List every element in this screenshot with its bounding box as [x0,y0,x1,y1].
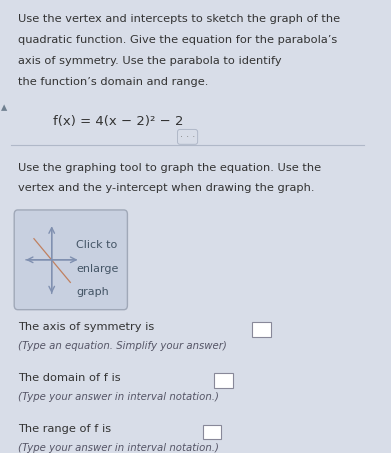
Text: (Type your answer in interval notation.): (Type your answer in interval notation.) [18,443,219,453]
Text: graph: graph [76,288,109,298]
FancyBboxPatch shape [252,322,271,337]
Text: The range of f is: The range of f is [18,424,115,434]
Text: f(x) = 4(x − 2)² − 2: f(x) = 4(x − 2)² − 2 [53,115,184,128]
Text: axis of symmetry. Use the parabola to identify: axis of symmetry. Use the parabola to id… [18,56,282,66]
Text: The axis of symmetry is: The axis of symmetry is [18,322,158,332]
Text: Use the vertex and intercepts to sketch the graph of the: Use the vertex and intercepts to sketch … [18,14,340,24]
Text: quadratic function. Give the equation for the parabola’s: quadratic function. Give the equation fo… [18,35,337,45]
Text: ▴: ▴ [1,101,7,114]
Text: the function’s domain and range.: the function’s domain and range. [18,77,208,87]
FancyBboxPatch shape [203,424,221,439]
FancyBboxPatch shape [14,210,127,310]
Text: enlarge: enlarge [76,264,118,274]
Text: (Type an equation. Simplify your answer): (Type an equation. Simplify your answer) [18,341,227,351]
Text: vertex and the y-intercept when drawing the graph.: vertex and the y-intercept when drawing … [18,183,314,193]
Text: · · ·: · · · [180,132,195,142]
Text: (Type your answer in interval notation.): (Type your answer in interval notation.) [18,392,219,402]
Text: Use the graphing tool to graph the equation. Use the: Use the graphing tool to graph the equat… [18,163,321,173]
Text: The domain of f is: The domain of f is [18,373,124,383]
Text: Click to: Click to [76,240,117,250]
FancyBboxPatch shape [214,373,233,388]
